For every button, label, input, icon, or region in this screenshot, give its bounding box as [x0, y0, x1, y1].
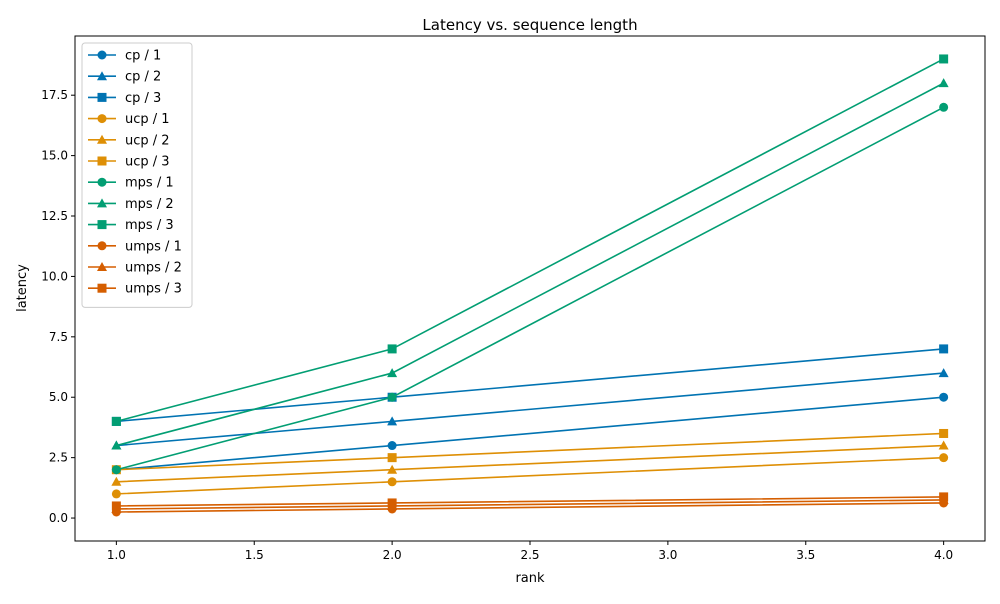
- y-axis: 0.0 2.5 5.0 7.5 10.0 12.5 15.0 17.5: [41, 88, 75, 525]
- legend-marker: [97, 134, 107, 144]
- x-axis-label: rank: [515, 571, 545, 586]
- data-point: [387, 392, 397, 402]
- series-umps-3: [111, 492, 949, 511]
- legend-label: mps / 2: [125, 197, 174, 212]
- series-line: [116, 372, 944, 447]
- legend-label: ucp / 1: [125, 112, 170, 127]
- data-point: [939, 344, 949, 354]
- legend-label: mps / 1: [125, 176, 174, 191]
- x-tick-label: 1.0: [107, 548, 126, 562]
- series-ucp-2: [111, 440, 949, 486]
- data-point: [938, 78, 949, 88]
- series-line: [116, 58, 945, 423]
- x-axis: 1.0 1.5 2.0 2.5 3.0 3.5 4.0: [107, 541, 953, 562]
- data-point: [387, 477, 397, 487]
- data-point: [387, 416, 398, 426]
- legend-item: cp / 1: [88, 49, 161, 64]
- legend-marker: [97, 92, 107, 102]
- legend-label: ucp / 3: [125, 155, 170, 170]
- x-tick-label: 3.0: [658, 548, 677, 562]
- legend-marker: [97, 241, 107, 251]
- legend-item: umps / 3: [88, 282, 182, 297]
- data-point: [939, 428, 949, 438]
- legend-marker: [97, 71, 107, 81]
- data-point: [111, 416, 121, 426]
- y-tick-label: 7.5: [49, 330, 68, 344]
- data-point: [939, 453, 949, 463]
- legend-marker: [97, 198, 107, 208]
- legend-item: umps / 2: [88, 261, 182, 276]
- chart-title: Latency vs. sequence length: [422, 16, 637, 34]
- y-tick-label: 0.0: [49, 511, 68, 525]
- x-tick-label: 2.5: [520, 548, 539, 562]
- legend-label: umps / 2: [125, 261, 182, 276]
- data-point: [939, 492, 949, 502]
- legend-label: umps / 3: [125, 282, 182, 297]
- series-line: [116, 106, 945, 471]
- series-mps-3: [111, 54, 949, 426]
- series-mps-1: [111, 102, 949, 475]
- legend-item: ucp / 2: [88, 133, 170, 148]
- legend-label: ucp / 2: [125, 133, 170, 148]
- y-tick-label: 17.5: [41, 88, 68, 102]
- legend-marker: [97, 220, 107, 230]
- x-tick-label: 2.0: [383, 548, 402, 562]
- legend-marker: [97, 50, 107, 60]
- legend-item: ucp / 3: [88, 155, 170, 170]
- data-point: [939, 392, 949, 402]
- legend-item: mps / 3: [88, 218, 174, 233]
- series-line: [116, 396, 944, 471]
- x-tick-label: 3.5: [796, 548, 815, 562]
- data-point: [111, 489, 121, 499]
- legend-box: [81, 42, 193, 308]
- data-point: [387, 498, 397, 508]
- series-mps-2: [111, 78, 949, 450]
- legend-label: cp / 3: [125, 91, 161, 106]
- data-point: [938, 368, 949, 378]
- legend-item: umps / 1: [88, 239, 182, 254]
- legend-label: mps / 3: [125, 218, 174, 233]
- y-tick-label: 10.0: [41, 269, 68, 283]
- legend-marker: [97, 156, 107, 166]
- data-point: [387, 368, 398, 378]
- data-point: [111, 476, 122, 486]
- series-line: [116, 82, 945, 447]
- series-cp-1: [111, 392, 949, 475]
- legend-label: cp / 1: [125, 49, 161, 64]
- legend-marker: [97, 262, 107, 271]
- data-point: [387, 453, 397, 463]
- legend-marker: [97, 283, 107, 293]
- y-axis-label: latency: [15, 264, 30, 312]
- x-tick-label: 1.5: [245, 548, 264, 562]
- legend-marker: [97, 177, 107, 187]
- x-tick-label: 4.0: [934, 548, 953, 562]
- legend-item: mps / 2: [88, 197, 174, 212]
- legend-marker: [97, 114, 107, 124]
- data-point: [939, 54, 949, 64]
- legend-item: cp / 2: [88, 70, 161, 85]
- data-point: [387, 441, 397, 451]
- data-point: [111, 440, 122, 450]
- legend-item: mps / 1: [88, 176, 174, 191]
- data-point: [939, 102, 949, 112]
- data-point: [387, 464, 398, 474]
- y-tick-label: 12.5: [41, 209, 68, 223]
- legend-label: umps / 1: [125, 239, 182, 254]
- data-point: [111, 501, 121, 511]
- legend: cp / 1 cp / 2 cp / 3 ucp / 1 ucp / 2 ucp / 3 m…: [81, 42, 193, 308]
- plot-area: [111, 54, 949, 517]
- data-point: [387, 344, 397, 354]
- series-ucp-1: [111, 453, 949, 499]
- legend-label: cp / 2: [125, 70, 161, 85]
- legend-item: cp / 3: [88, 91, 161, 106]
- legend-item: ucp / 1: [88, 112, 170, 127]
- data-point: [111, 465, 121, 475]
- y-tick-label: 15.0: [41, 149, 68, 163]
- y-tick-label: 5.0: [49, 390, 68, 404]
- y-tick-label: 2.5: [49, 451, 68, 465]
- data-point: [938, 440, 949, 450]
- series-line: [116, 348, 944, 423]
